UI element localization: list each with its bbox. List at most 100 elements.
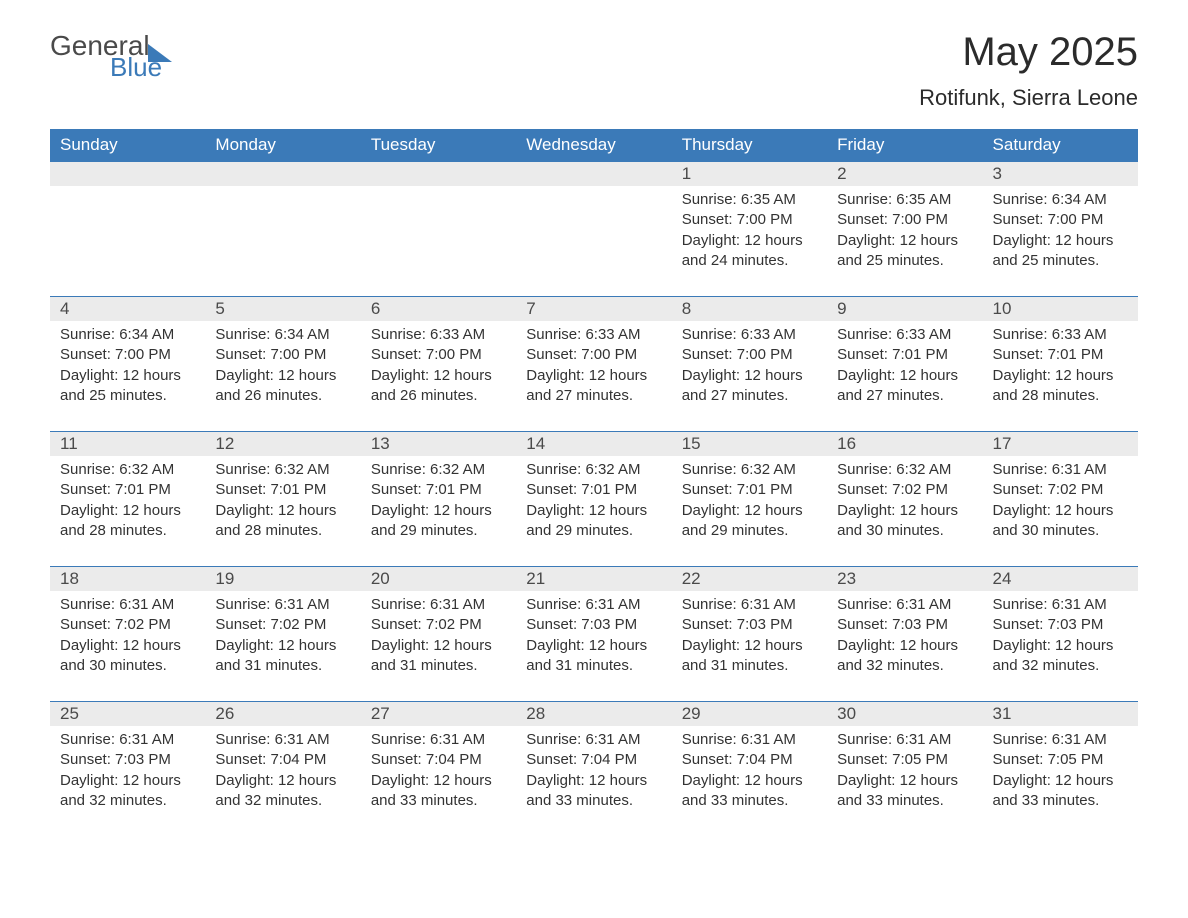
day-content: Sunrise: 6:32 AMSunset: 7:02 PMDaylight:… [827, 456, 982, 566]
sunset-line: Sunset: 7:01 PM [60, 480, 195, 500]
sunset-line: Sunset: 7:00 PM [526, 345, 661, 365]
day-content: Sunrise: 6:31 AMSunset: 7:02 PMDaylight:… [50, 591, 205, 701]
sunrise-line: Sunrise: 6:31 AM [993, 460, 1128, 480]
day-content: Sunrise: 6:31 AMSunset: 7:03 PMDaylight:… [672, 591, 827, 701]
calendar-cell: 10Sunrise: 6:33 AMSunset: 7:01 PMDayligh… [983, 297, 1138, 432]
sunset-line: Sunset: 7:03 PM [526, 615, 661, 635]
daylight-line: Daylight: 12 hours and 25 minutes. [60, 366, 195, 407]
day-content: Sunrise: 6:32 AMSunset: 7:01 PMDaylight:… [205, 456, 360, 566]
day-header-tuesday: Tuesday [361, 129, 516, 162]
daylight-line: Daylight: 12 hours and 31 minutes. [526, 636, 661, 677]
sunset-line: Sunset: 7:02 PM [371, 615, 506, 635]
day-content: Sunrise: 6:31 AMSunset: 7:03 PMDaylight:… [516, 591, 671, 701]
daylight-line: Daylight: 12 hours and 29 minutes. [371, 501, 506, 542]
calendar-cell: 6Sunrise: 6:33 AMSunset: 7:00 PMDaylight… [361, 297, 516, 432]
day-header-wednesday: Wednesday [516, 129, 671, 162]
day-content: Sunrise: 6:31 AMSunset: 7:04 PMDaylight:… [361, 726, 516, 836]
daylight-line: Daylight: 12 hours and 31 minutes. [371, 636, 506, 677]
sunrise-line: Sunrise: 6:34 AM [60, 325, 195, 345]
daylight-line: Daylight: 12 hours and 32 minutes. [215, 771, 350, 812]
day-number: 16 [827, 432, 982, 456]
sunrise-line: Sunrise: 6:33 AM [371, 325, 506, 345]
calendar-cell: 9Sunrise: 6:33 AMSunset: 7:01 PMDaylight… [827, 297, 982, 432]
calendar-cell: 8Sunrise: 6:33 AMSunset: 7:00 PMDaylight… [672, 297, 827, 432]
day-number: 22 [672, 567, 827, 591]
sunrise-line: Sunrise: 6:33 AM [682, 325, 817, 345]
calendar-cell: 17Sunrise: 6:31 AMSunset: 7:02 PMDayligh… [983, 432, 1138, 567]
calendar-cell: 2Sunrise: 6:35 AMSunset: 7:00 PMDaylight… [827, 162, 982, 297]
day-content: Sunrise: 6:34 AMSunset: 7:00 PMDaylight:… [205, 321, 360, 431]
sunset-line: Sunset: 7:00 PM [993, 210, 1128, 230]
sunset-line: Sunset: 7:01 PM [837, 345, 972, 365]
sunrise-line: Sunrise: 6:32 AM [60, 460, 195, 480]
daylight-line: Daylight: 12 hours and 28 minutes. [60, 501, 195, 542]
sunrise-line: Sunrise: 6:31 AM [682, 595, 817, 615]
day-number: 7 [516, 297, 671, 321]
day-header-row: SundayMondayTuesdayWednesdayThursdayFrid… [50, 129, 1138, 162]
sunrise-line: Sunrise: 6:31 AM [526, 730, 661, 750]
day-number: 8 [672, 297, 827, 321]
calendar-cell: 31Sunrise: 6:31 AMSunset: 7:05 PMDayligh… [983, 702, 1138, 837]
day-content: Sunrise: 6:35 AMSunset: 7:00 PMDaylight:… [672, 186, 827, 296]
day-header-sunday: Sunday [50, 129, 205, 162]
week-row: 18Sunrise: 6:31 AMSunset: 7:02 PMDayligh… [50, 567, 1138, 702]
calendar-cell: 12Sunrise: 6:32 AMSunset: 7:01 PMDayligh… [205, 432, 360, 567]
daylight-line: Daylight: 12 hours and 33 minutes. [837, 771, 972, 812]
day-number: 1 [672, 162, 827, 186]
calendar-cell: 18Sunrise: 6:31 AMSunset: 7:02 PMDayligh… [50, 567, 205, 702]
day-content: Sunrise: 6:31 AMSunset: 7:03 PMDaylight:… [983, 591, 1138, 701]
day-number: 15 [672, 432, 827, 456]
calendar-table: SundayMondayTuesdayWednesdayThursdayFrid… [50, 129, 1138, 836]
day-number: 23 [827, 567, 982, 591]
calendar-cell: 30Sunrise: 6:31 AMSunset: 7:05 PMDayligh… [827, 702, 982, 837]
calendar-cell: 11 Sunrise: 6:32 AMSunset: 7:01 PMDayligh… [50, 432, 205, 567]
day-content: Sunrise: 6:32 AMSunset: 7:01 PMDaylight:… [516, 456, 671, 566]
day-number: 12 [205, 432, 360, 456]
day-content: Sunrise: 6:31 AMSunset: 7:03 PMDaylight:… [50, 726, 205, 836]
sunset-line: Sunset: 7:01 PM [215, 480, 350, 500]
day-content: Sunrise: 6:31 AMSunset: 7:02 PMDaylight:… [983, 456, 1138, 566]
day-number: 17 [983, 432, 1138, 456]
sunrise-line: Sunrise: 6:32 AM [837, 460, 972, 480]
sunset-line: Sunset: 7:01 PM [371, 480, 506, 500]
daylight-line: Daylight: 12 hours and 24 minutes. [682, 231, 817, 272]
daylight-line: Daylight: 12 hours and 26 minutes. [371, 366, 506, 407]
sunrise-line: Sunrise: 6:31 AM [60, 730, 195, 750]
day-header-friday: Friday [827, 129, 982, 162]
day-number: 10 [983, 297, 1138, 321]
daylight-line: Daylight: 12 hours and 27 minutes. [837, 366, 972, 407]
sunrise-line: Sunrise: 6:31 AM [371, 730, 506, 750]
calendar-cell: 1Sunrise: 6:35 AMSunset: 7:00 PMDaylight… [672, 162, 827, 297]
sunset-line: Sunset: 7:03 PM [993, 615, 1128, 635]
sunrise-line: Sunrise: 6:32 AM [526, 460, 661, 480]
daylight-line: Daylight: 12 hours and 31 minutes. [682, 636, 817, 677]
sunrise-line: Sunrise: 6:31 AM [526, 595, 661, 615]
day-content: Sunrise: 6:33 AMSunset: 7:00 PMDaylight:… [516, 321, 671, 431]
calendar-cell: 26Sunrise: 6:31 AMSunset: 7:04 PMDayligh… [205, 702, 360, 837]
daylight-line: Daylight: 12 hours and 25 minutes. [993, 231, 1128, 272]
day-number: 26 [205, 702, 360, 726]
sunrise-line: Sunrise: 6:32 AM [215, 460, 350, 480]
day-number: 18 [50, 567, 205, 591]
sunset-line: Sunset: 7:04 PM [371, 750, 506, 770]
sunrise-line: Sunrise: 6:31 AM [993, 595, 1128, 615]
sunset-line: Sunset: 7:00 PM [371, 345, 506, 365]
calendar-cell: 24Sunrise: 6:31 AMSunset: 7:03 PMDayligh… [983, 567, 1138, 702]
daylight-line: Daylight: 12 hours and 33 minutes. [371, 771, 506, 812]
daylight-line: Daylight: 12 hours and 29 minutes. [526, 501, 661, 542]
sunset-line: Sunset: 7:02 PM [60, 615, 195, 635]
calendar-cell: 27Sunrise: 6:31 AMSunset: 7:04 PMDayligh… [361, 702, 516, 837]
sunset-line: Sunset: 7:02 PM [837, 480, 972, 500]
sunset-line: Sunset: 7:04 PM [526, 750, 661, 770]
daylight-line: Daylight: 12 hours and 27 minutes. [682, 366, 817, 407]
day-number: 11 [50, 432, 205, 456]
calendar-cell: 16Sunrise: 6:32 AMSunset: 7:02 PMDayligh… [827, 432, 982, 567]
calendar-cell: 15Sunrise: 6:32 AMSunset: 7:01 PMDayligh… [672, 432, 827, 567]
month-title: May 2025 [919, 30, 1138, 75]
sunset-line: Sunset: 7:02 PM [993, 480, 1128, 500]
day-content: Sunrise: 6:33 AMSunset: 7:01 PMDaylight:… [983, 321, 1138, 431]
day-number: 2 [827, 162, 982, 186]
calendar-cell [516, 162, 671, 297]
day-number: 3 [983, 162, 1138, 186]
sunset-line: Sunset: 7:05 PM [837, 750, 972, 770]
